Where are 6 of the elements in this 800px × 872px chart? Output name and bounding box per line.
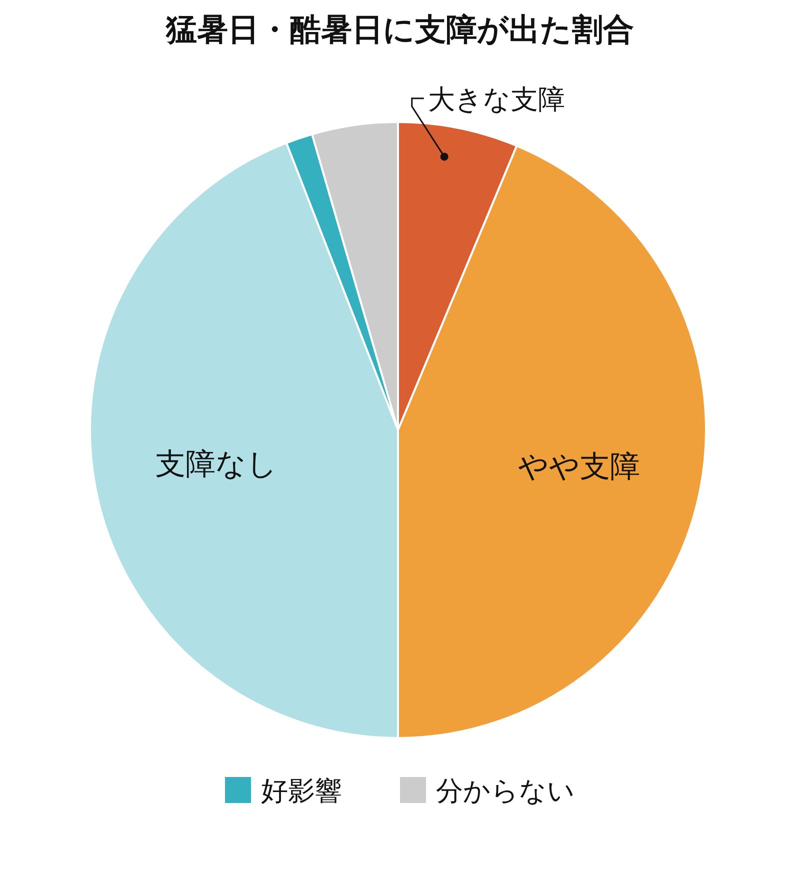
slice-label: 支障なし (155, 447, 278, 482)
slice-label: 大きな支障 (428, 84, 565, 116)
chart-title: 猛暑日・酷暑日に支障が出た割合 (165, 12, 634, 48)
slice-label: やや支障 (518, 449, 640, 484)
legend-label: 好影響 (261, 776, 342, 807)
legend-label: 分からない (436, 776, 575, 807)
